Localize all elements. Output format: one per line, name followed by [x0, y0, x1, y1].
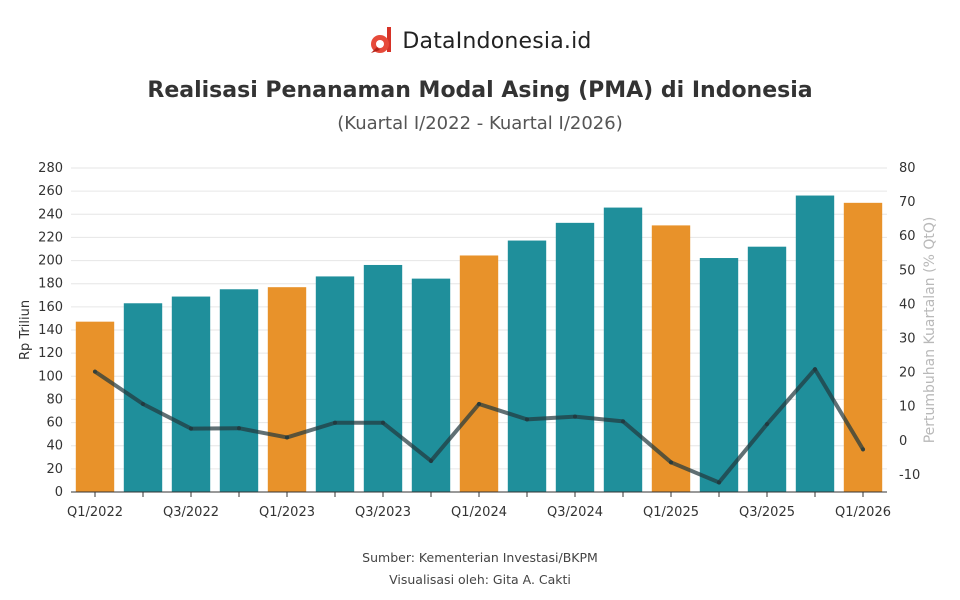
bar [219, 289, 259, 492]
visualization-credit: Visualisasi oleh: Gita A. Cakti [389, 572, 571, 587]
y-tick-label: 0 [55, 485, 63, 500]
bar [363, 264, 403, 492]
growth-point [141, 402, 145, 407]
y2-tick-label: 0 [899, 434, 907, 449]
y2-tick-label: 10 [899, 400, 916, 415]
x-tick-label: Q1/2026 [835, 505, 891, 520]
growth-point [573, 414, 577, 419]
brand-name: DataIndonesia.id [402, 28, 592, 54]
growth-line-segment [813, 367, 865, 452]
y2-tick-label: -10 [899, 468, 920, 483]
x-axis: Q1/2022 Q3/2022 Q1/2023 Q3/2023 Q1/2024 Q3/20… [67, 491, 891, 520]
y2-tick-label: 60 [899, 229, 916, 244]
x-tick-label: Q1/2022 [67, 505, 123, 520]
growth-line-series [93, 367, 865, 485]
y-axis-left: 0 20 40 60 80 100 120 140 160 180 200 220 240 260 280 [38, 161, 63, 500]
y2-tick-label: 20 [899, 366, 916, 381]
chart-subtitle: (Kuartal I/2022 - Kuartal I/2026) [337, 113, 623, 134]
bar [459, 255, 499, 492]
y-tick-label: 60 [46, 416, 63, 431]
y2-tick-label: 40 [899, 297, 916, 312]
growth-line-segment [669, 460, 721, 485]
growth-point [621, 419, 625, 424]
growth-line-segment [381, 420, 433, 463]
growth-line-segment [93, 369, 145, 407]
growth-line-segment [525, 414, 577, 422]
y-tick-label: 200 [38, 254, 63, 269]
growth-line-segment [717, 422, 769, 485]
bar [603, 207, 643, 492]
x-tick-label: Q1/2024 [451, 505, 507, 520]
bar [411, 278, 451, 492]
bar [315, 276, 355, 492]
growth-point [333, 420, 337, 425]
growth-point [861, 447, 865, 452]
growth-line-segment [237, 426, 289, 440]
y2-tick-label: 30 [899, 332, 916, 347]
y-tick-label: 180 [38, 277, 63, 292]
bar [843, 202, 883, 492]
bar [507, 240, 547, 492]
y-tick-label: 220 [38, 230, 63, 245]
y2-tick-label: 70 [899, 195, 916, 210]
y2-tick-label: 80 [899, 161, 916, 176]
growth-line-segment [285, 420, 337, 440]
x-tick-label: Q1/2023 [259, 505, 315, 520]
y-tick-label: 280 [38, 161, 63, 176]
x-tick-label: Q3/2024 [547, 505, 603, 520]
growth-line-segment [765, 367, 817, 427]
growth-line-segment [477, 402, 529, 422]
y-tick-label: 260 [38, 184, 63, 199]
growth-line-segment [621, 419, 673, 465]
growth-line-segment [573, 414, 625, 424]
bar-series [75, 195, 883, 493]
bar [75, 321, 115, 492]
chart-title: Realisasi Penanaman Modal Asing (PMA) di… [147, 78, 813, 103]
bar [555, 222, 595, 492]
bar [795, 195, 835, 493]
growth-point [189, 426, 193, 431]
growth-point [717, 480, 721, 485]
y-tick-label: 40 [46, 439, 63, 454]
y-tick-label: 20 [46, 462, 63, 477]
growth-point [93, 369, 97, 374]
y-tick-label: 160 [38, 300, 63, 315]
bar [123, 303, 163, 492]
x-tick-label: Q3/2025 [739, 505, 795, 520]
y-tick-label: 140 [38, 323, 63, 338]
y2-axis-label: Pertumbuhan Kuartalan (% QtQ) [922, 217, 938, 444]
growth-point [381, 420, 385, 425]
y-tick-label: 100 [38, 369, 63, 384]
brand-logo: DataIndonesia.id [0, 26, 960, 56]
growth-point [429, 458, 433, 463]
bar [267, 287, 307, 492]
growth-point [813, 367, 817, 372]
growth-point [285, 435, 289, 440]
y-tick-label: 240 [38, 207, 63, 222]
growth-line-segment [141, 402, 193, 431]
dataindonesia-logo-icon [371, 27, 392, 53]
y2-tick-label: 50 [899, 263, 916, 278]
growth-line-segment [429, 402, 481, 463]
growth-point [525, 417, 529, 422]
x-tick-label: Q3/2022 [163, 505, 219, 520]
growth-point [477, 402, 481, 407]
x-tick-label: Q1/2025 [643, 505, 699, 520]
y-axis-right: -10 0 10 20 30 40 50 60 70 80 [899, 161, 920, 483]
y-tick-label: 120 [38, 346, 63, 361]
source-note: Sumber: Kementerian Investasi/BKPM [362, 550, 598, 565]
bar [699, 258, 739, 492]
bar [171, 296, 211, 492]
growth-point [765, 422, 769, 427]
x-tick-label: Q3/2023 [355, 505, 411, 520]
y-tick-label: 80 [46, 392, 63, 407]
bar [651, 225, 691, 492]
growth-point [237, 426, 241, 431]
y-axis-label: Rp Triliun [18, 300, 33, 360]
growth-point [669, 460, 673, 465]
bar [747, 246, 787, 492]
